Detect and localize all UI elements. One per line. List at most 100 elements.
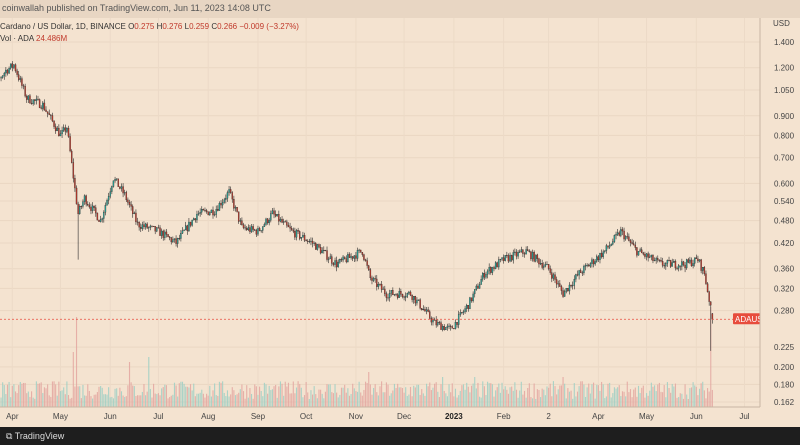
volume-bar xyxy=(181,381,184,407)
volume-bar xyxy=(167,398,169,407)
candle-body xyxy=(132,206,134,214)
volume-bar xyxy=(615,388,617,407)
candle-body xyxy=(360,249,362,253)
footer-bar: ⧉ TradingView xyxy=(0,427,800,445)
candle-body xyxy=(388,293,391,298)
candle-body xyxy=(620,229,622,236)
x-tick-label: Sep xyxy=(251,412,266,421)
volume-bar xyxy=(180,381,182,407)
volume-bar xyxy=(172,394,174,407)
candle-body xyxy=(576,274,579,276)
volume-bar xyxy=(440,384,442,407)
candle-body xyxy=(202,209,205,211)
candle-body xyxy=(321,250,323,254)
candle-body xyxy=(404,296,407,298)
candle-body xyxy=(363,254,365,260)
candle-body xyxy=(368,265,370,270)
candle-body xyxy=(613,235,616,242)
volume-bar xyxy=(657,384,659,407)
candle-body xyxy=(152,225,155,227)
candle-body xyxy=(270,213,272,221)
volume-bar xyxy=(710,307,712,407)
y-axis-panel xyxy=(760,18,800,407)
candle-body xyxy=(490,267,492,273)
volume-bar xyxy=(544,395,546,407)
candle-body xyxy=(485,274,487,278)
candle-body xyxy=(592,259,595,265)
candle-body xyxy=(62,127,65,131)
candle-body xyxy=(429,311,431,319)
volume-bar xyxy=(559,385,561,407)
volume-bar xyxy=(334,384,336,407)
volume-bar xyxy=(138,395,140,407)
candle-body xyxy=(454,322,457,329)
volume-bar xyxy=(512,390,514,407)
volume-bar xyxy=(519,390,521,407)
candle-body xyxy=(626,236,628,238)
candle-body xyxy=(668,260,670,262)
volume-bar xyxy=(575,396,577,407)
candle-body xyxy=(215,209,217,215)
volume-bar xyxy=(35,381,37,407)
candle-body xyxy=(477,285,479,289)
volume-bar xyxy=(369,384,371,407)
candle-body xyxy=(387,297,389,299)
y-tick-label: 0.540 xyxy=(774,197,795,206)
candle-body xyxy=(623,230,625,240)
candle-body xyxy=(40,107,42,109)
candle-body xyxy=(290,228,293,231)
candle-body xyxy=(461,312,463,314)
volume-bar xyxy=(218,381,220,407)
candle-body xyxy=(72,162,75,179)
candle-body xyxy=(478,284,481,289)
candle-body xyxy=(157,227,160,229)
volume-bar xyxy=(209,385,211,407)
volume-bar xyxy=(652,386,654,407)
volume-bar xyxy=(706,388,709,407)
candle-body xyxy=(85,195,87,205)
volume-bar xyxy=(517,397,519,407)
candle-body xyxy=(151,225,153,227)
candle-body xyxy=(56,127,58,132)
volume-bar xyxy=(586,387,588,407)
volume-bar xyxy=(491,384,493,407)
volume-bar xyxy=(443,390,445,407)
volume-bar xyxy=(641,387,643,407)
candle-body xyxy=(114,179,116,181)
volume-bar xyxy=(564,383,566,407)
volume-bar xyxy=(578,386,580,407)
volume-bar xyxy=(679,393,681,407)
volume-bar xyxy=(613,387,615,407)
candle-body xyxy=(239,220,242,222)
volume-bar xyxy=(631,397,633,407)
volume-bar xyxy=(442,377,444,407)
volume-bar xyxy=(572,398,574,407)
candle-body xyxy=(382,288,384,290)
volume-bar xyxy=(637,385,640,407)
volume-bar xyxy=(448,384,450,407)
volume-bar xyxy=(88,390,90,407)
candle-body xyxy=(708,291,710,302)
candle-body xyxy=(136,221,139,223)
volume-bar xyxy=(658,382,660,407)
volume-bar xyxy=(618,385,620,407)
volume-bar xyxy=(556,394,558,407)
volume-bar xyxy=(13,384,15,407)
candle-body xyxy=(496,262,498,268)
volume-bar xyxy=(63,387,65,407)
candle-body xyxy=(178,238,181,239)
y-tick-label: 1.050 xyxy=(774,86,795,95)
candle-body xyxy=(241,220,243,225)
candle-body xyxy=(600,253,603,258)
candle-body xyxy=(122,186,124,194)
candle-body xyxy=(555,279,558,285)
volume-bar xyxy=(315,394,317,407)
candle-body xyxy=(46,111,49,114)
candle-body xyxy=(647,253,649,258)
candle-body xyxy=(422,309,425,311)
volume-bar xyxy=(292,381,294,407)
volume-bar xyxy=(34,398,36,407)
volume-bar xyxy=(549,383,551,407)
candle-body xyxy=(421,308,423,311)
